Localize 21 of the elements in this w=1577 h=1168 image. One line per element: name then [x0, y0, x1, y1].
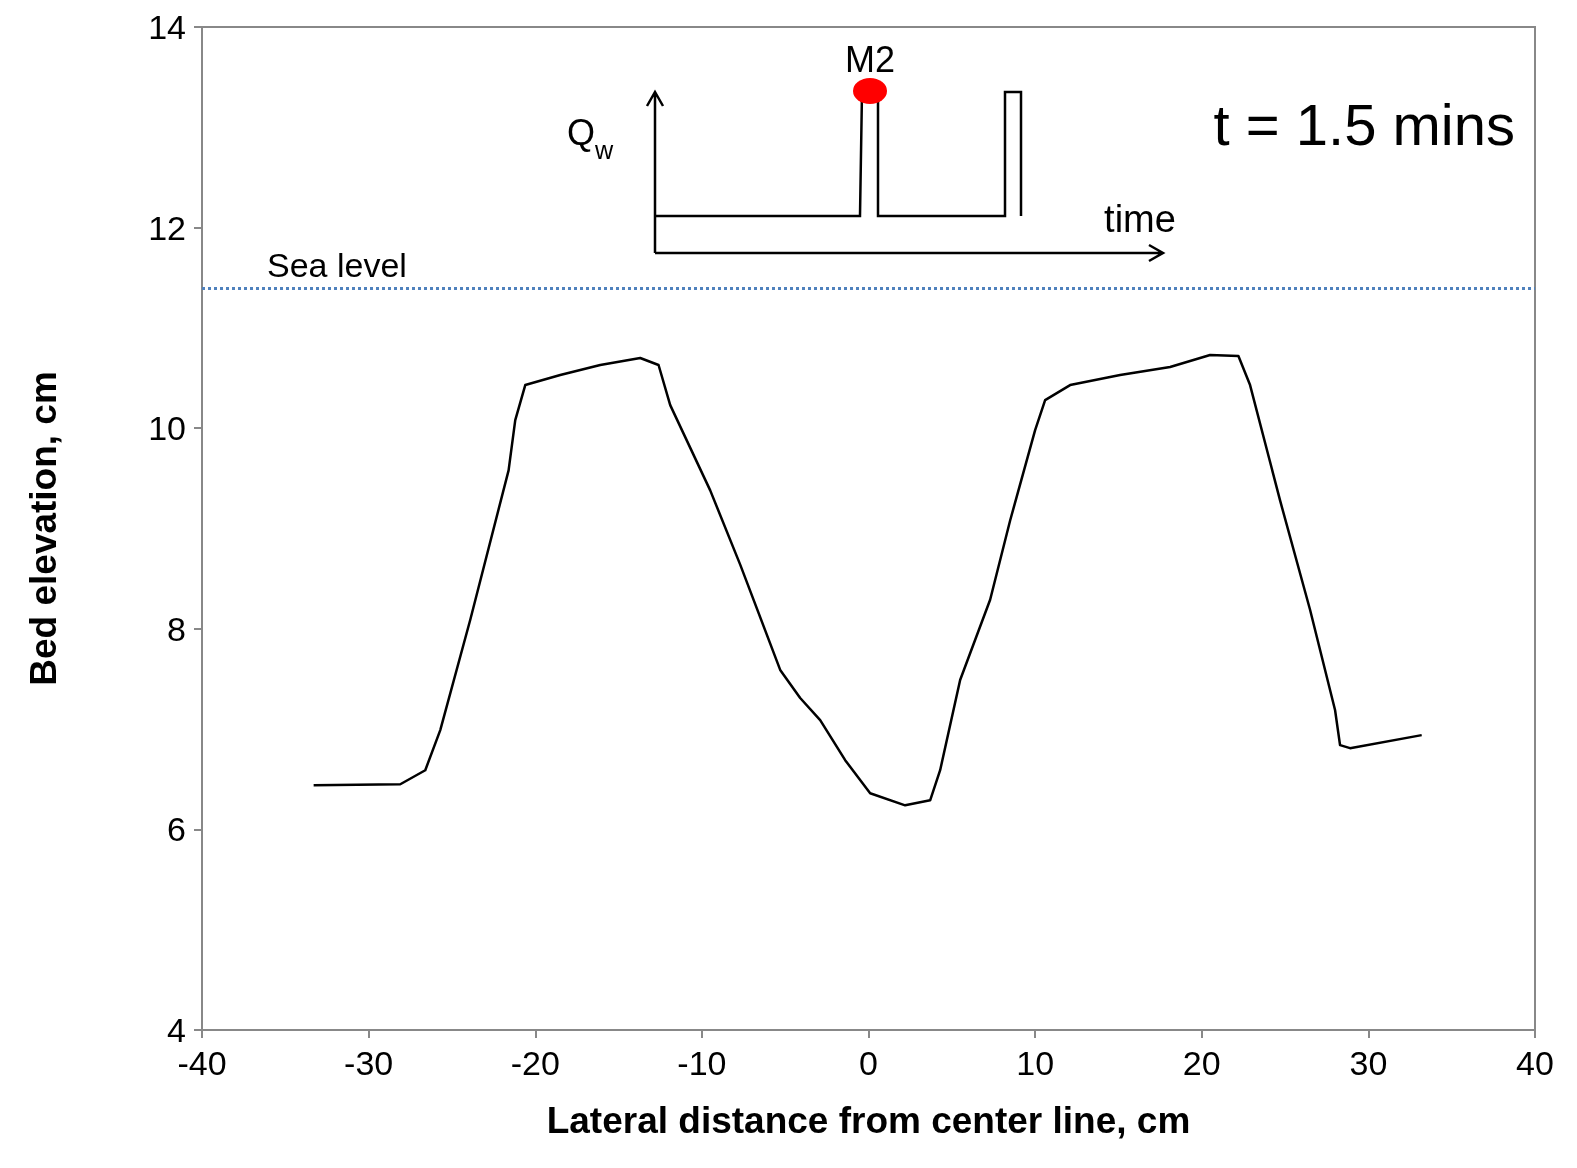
y-tick-label: 14	[148, 8, 186, 46]
x-tick-label: 20	[1182, 1044, 1221, 1082]
x-tick-label: 10	[1016, 1044, 1055, 1082]
annotation: Q$_{w}$	[566, 112, 614, 164]
x-tick-label: -10	[677, 1044, 727, 1082]
y-tick-label: 12	[148, 208, 186, 247]
y-tick-label: 8	[167, 609, 186, 648]
x-tick-label: -20	[510, 1044, 560, 1082]
annotation: M2	[844, 39, 896, 80]
x-tick-label: 30	[1349, 1044, 1388, 1082]
ref-line-label: Sea level	[267, 245, 407, 284]
annotation: time	[1104, 198, 1176, 240]
y-tick-label: 10	[148, 409, 186, 448]
y-tick-label: 6	[167, 810, 186, 849]
x-tick-label: 0	[859, 1044, 878, 1082]
x-tick-label: -30	[344, 1044, 394, 1082]
y-axis-title: Bed elevation, cm	[23, 371, 64, 686]
annotation: t = 1.5 mins	[1213, 92, 1515, 157]
x-tick-label: 40	[1516, 1044, 1554, 1082]
x-axis-title: Lateral distance from center line, cm	[546, 1100, 1191, 1141]
line-series	[312, 353, 1423, 807]
